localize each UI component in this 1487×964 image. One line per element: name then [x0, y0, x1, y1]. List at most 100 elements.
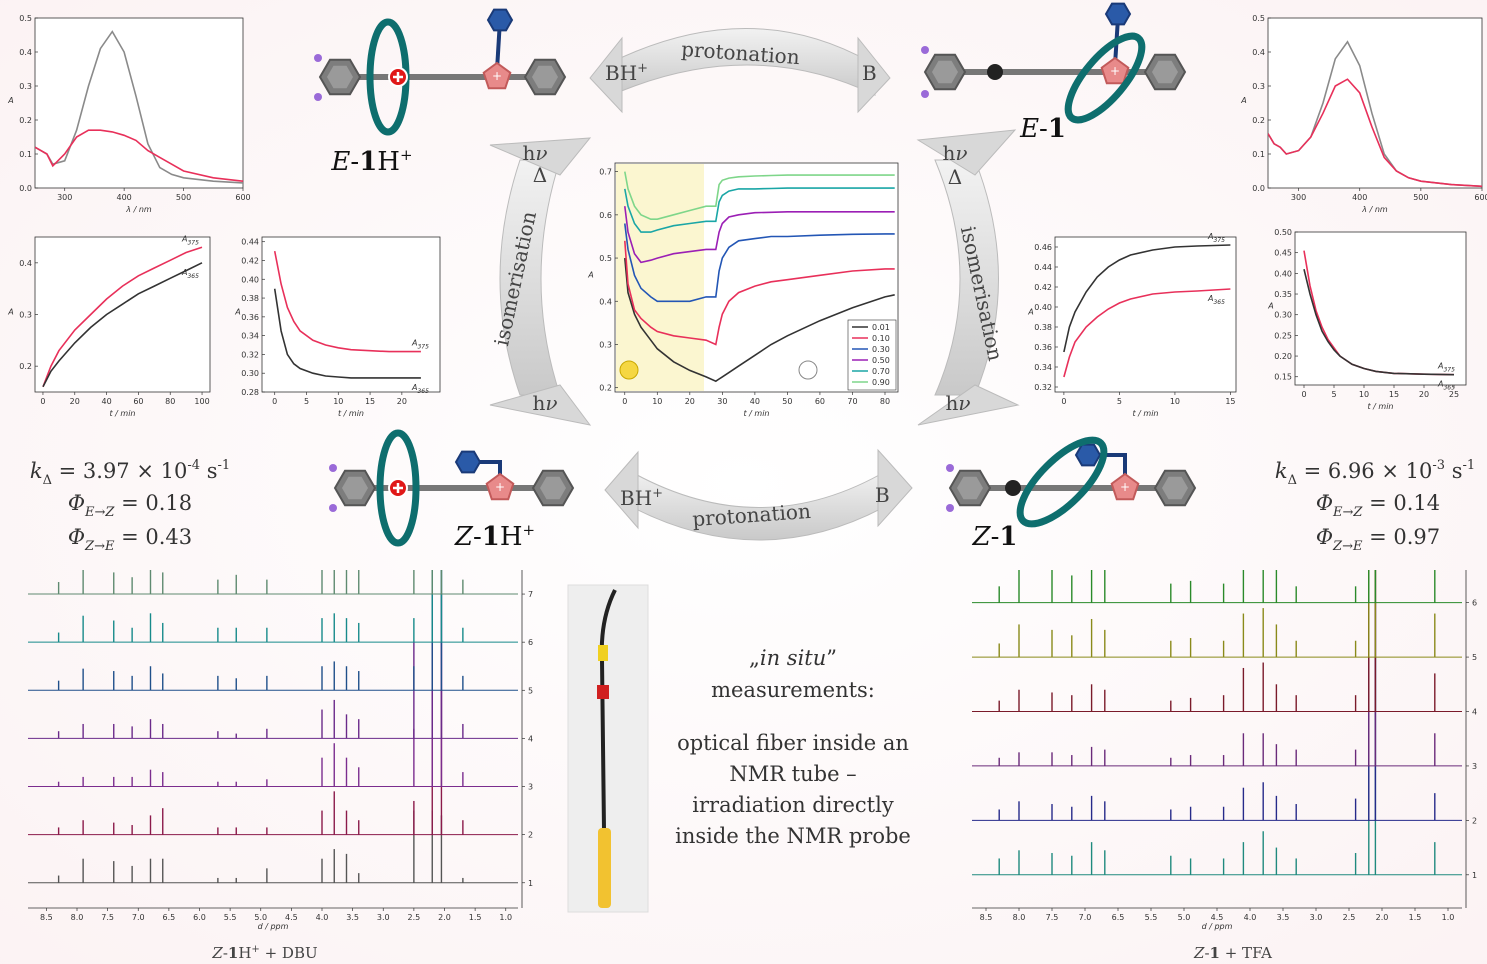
amine — [987, 64, 1003, 80]
y-axis-label: A — [7, 96, 13, 105]
x-tick-label: 3.5 — [1277, 913, 1290, 922]
b: B — [862, 61, 877, 85]
stopper — [1155, 471, 1195, 506]
x-tick-label: 50 — [782, 397, 792, 406]
x-tick-label: 0 — [272, 397, 277, 406]
x-tick-label: 40 — [101, 397, 111, 406]
atom — [921, 46, 929, 54]
y-tick-label: 0.0 — [1252, 184, 1265, 193]
y-tick-label: 0.7 — [599, 168, 612, 177]
y-tick-label: 0.36 — [1034, 343, 1052, 352]
y-tick-label: 0.25 — [1274, 331, 1292, 340]
x-tick-label: 5 — [1117, 397, 1122, 406]
stopper — [925, 55, 965, 90]
atom — [921, 90, 929, 98]
x-tick-label: 6.0 — [193, 913, 206, 922]
series-sub: 375 — [1213, 237, 1225, 244]
t: 1 — [1210, 944, 1220, 962]
y-tick-label: 5 — [528, 686, 533, 695]
y-tick-label: 0.34 — [1034, 363, 1052, 372]
hv: hν — [532, 391, 557, 415]
t: BH — [605, 61, 637, 85]
atom — [329, 464, 337, 472]
description: inside the NMR probe — [675, 824, 911, 848]
legend-label: 0.70 — [872, 367, 890, 376]
t: + — [523, 521, 536, 539]
body: { "scheme": { "E1H": ["E","-","1","H","+… — [0, 0, 1487, 964]
y-tick-label: 3 — [528, 783, 533, 792]
t: Z — [211, 944, 223, 962]
t: Φ — [1316, 525, 1333, 549]
y-tick-label: 2 — [528, 831, 533, 840]
x-tick-label: 3.5 — [346, 913, 359, 922]
y-tick-label: 2 — [1472, 816, 1477, 825]
y-tick-label: 0.30 — [241, 369, 259, 378]
y-tick-label: 0.42 — [241, 256, 259, 265]
y-tick-label: 7 — [528, 590, 533, 599]
t: Φ — [68, 491, 85, 515]
x-tick-label: 20 — [1419, 390, 1429, 399]
y-tick-label: 0.5 — [19, 14, 32, 23]
t: E — [1019, 114, 1039, 144]
y-tick-label: 6 — [1472, 599, 1477, 608]
x-axis-label: λ / nm — [1361, 205, 1388, 214]
y-tick-label: 1 — [1472, 871, 1477, 880]
x-tick-label: 6.5 — [1112, 913, 1125, 922]
y-tick-label: 3 — [1472, 762, 1477, 771]
y-tick-label: 0.3 — [599, 340, 612, 349]
pyridine — [1076, 445, 1100, 466]
y-tick-label: 0.1 — [1252, 150, 1265, 159]
t: + DBU — [260, 944, 318, 962]
series-sub: 365 — [1213, 299, 1225, 306]
y-axis-label: A — [1027, 308, 1033, 317]
x-tick-label: 1.5 — [469, 913, 482, 922]
y-tick-label: 0.3 — [19, 311, 32, 320]
y-tick-label: 0.30 — [1274, 311, 1292, 320]
legend-label: 0.01 — [872, 323, 890, 332]
legend-label: 0.50 — [872, 356, 890, 365]
y-tick-label: 0.3 — [19, 82, 32, 91]
chart: 3004005006000.00.10.20.30.40.5λ / nmA — [7, 14, 250, 214]
measurements: measurements: — [711, 678, 875, 702]
t: Z — [972, 522, 992, 552]
y-tick-label: 0.2 — [1252, 116, 1265, 125]
x-tick-label: 5 — [304, 397, 309, 406]
t: Δ — [43, 473, 52, 488]
description: NMR tube – — [729, 762, 856, 786]
label-e1: E-1 — [1019, 114, 1066, 144]
x-tick-label: 500 — [1413, 193, 1428, 202]
x-tick-label: 7.5 — [101, 913, 114, 922]
x-tick-label: 8.0 — [71, 913, 84, 922]
y-tick-label: 0.4 — [19, 48, 32, 57]
x-tick-label: 15 — [1389, 390, 1399, 399]
y-tick-label: 0.40 — [241, 275, 259, 284]
b: B — [875, 483, 890, 507]
t: -4 — [187, 458, 200, 473]
bulb-off — [799, 361, 817, 379]
y-tick-label: 0.35 — [1274, 290, 1292, 299]
x-axis-label: d / ppm — [258, 922, 289, 931]
t: + — [251, 944, 259, 955]
in-situ: „in situ” — [749, 646, 837, 670]
x-tick-label: 500 — [176, 193, 191, 202]
y-axis-label: A — [7, 308, 13, 317]
x-tick-label: 0 — [1061, 397, 1066, 406]
x-tick-label: 2.0 — [438, 913, 451, 922]
y-tick-label: 0.0 — [19, 184, 32, 193]
x-tick-label: 4.0 — [316, 913, 329, 922]
x-tick-label: 5.5 — [1145, 913, 1158, 922]
y-tick-label: 0.1 — [19, 150, 32, 159]
atom — [329, 504, 337, 512]
t: H — [238, 944, 251, 962]
y-tick-label: 0.40 — [1034, 303, 1052, 312]
y-tick-label: 0.36 — [241, 313, 259, 322]
pyridine — [456, 452, 480, 473]
delta: Δ — [948, 165, 962, 189]
chart: 010203040506070800.20.30.40.50.60.7t / m… — [587, 163, 898, 418]
y-tick-label: 0.5 — [1252, 14, 1265, 23]
t: -1 — [217, 458, 230, 473]
t: + — [637, 61, 648, 76]
atom — [314, 93, 322, 101]
t: E→Z — [1332, 505, 1363, 520]
